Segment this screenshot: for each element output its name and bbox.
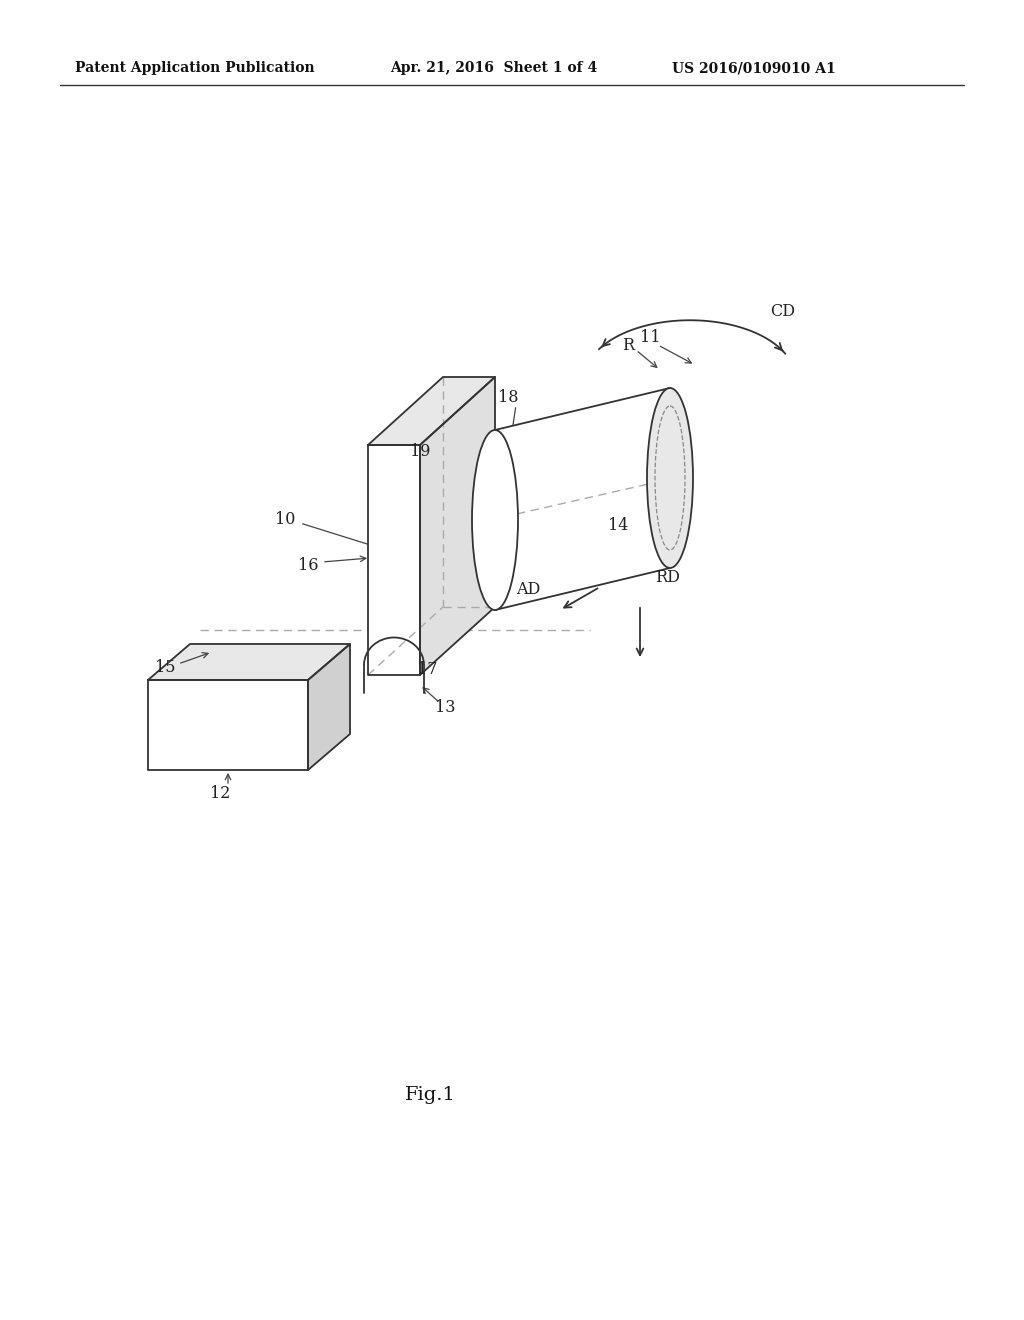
Text: 10: 10 (274, 511, 295, 528)
Text: 13: 13 (435, 700, 456, 717)
Text: 11: 11 (640, 329, 660, 346)
Text: RD: RD (655, 569, 680, 586)
Text: 17: 17 (417, 661, 437, 678)
Polygon shape (368, 378, 495, 445)
Text: Apr. 21, 2016  Sheet 1 of 4: Apr. 21, 2016 Sheet 1 of 4 (390, 61, 597, 75)
Text: AD: AD (516, 582, 540, 598)
Polygon shape (148, 644, 350, 680)
Text: 16: 16 (298, 557, 318, 573)
Polygon shape (420, 378, 495, 675)
Polygon shape (495, 388, 670, 610)
Text: Fig.1: Fig.1 (404, 1086, 456, 1104)
Polygon shape (148, 680, 308, 770)
Text: Patent Application Publication: Patent Application Publication (75, 61, 314, 75)
Text: 18: 18 (498, 388, 518, 405)
Text: 19: 19 (410, 444, 430, 461)
Text: 15: 15 (155, 660, 175, 676)
Text: US 2016/0109010 A1: US 2016/0109010 A1 (672, 61, 836, 75)
Text: 12: 12 (210, 784, 230, 801)
Text: CD: CD (770, 304, 795, 321)
Ellipse shape (647, 388, 693, 568)
Text: R: R (622, 337, 634, 354)
Text: 14: 14 (608, 516, 628, 533)
Polygon shape (308, 644, 350, 770)
Polygon shape (368, 445, 420, 675)
Ellipse shape (472, 430, 518, 610)
